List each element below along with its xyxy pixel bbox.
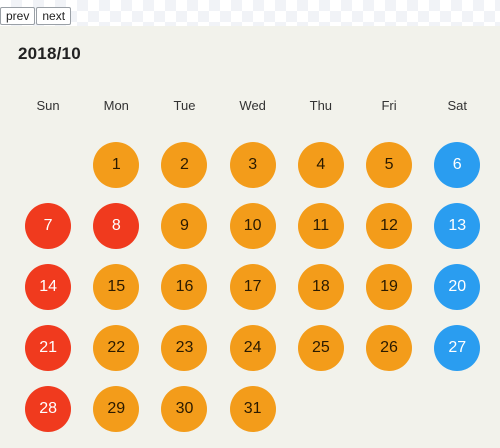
day-cell: 6 bbox=[423, 134, 491, 195]
day-12[interactable]: 12 bbox=[366, 202, 413, 249]
day-24[interactable]: 24 bbox=[229, 324, 276, 371]
day-9[interactable]: 9 bbox=[161, 202, 208, 249]
day-cell: 15 bbox=[82, 256, 150, 317]
weekday-sun: Sun bbox=[36, 98, 60, 113]
day-28[interactable]: 28 bbox=[25, 385, 72, 432]
empty-day-cell bbox=[14, 134, 82, 195]
day-cell: 4 bbox=[287, 134, 355, 195]
day-21[interactable]: 21 bbox=[25, 324, 72, 371]
day-cell: 20 bbox=[423, 256, 491, 317]
day-cell: 29 bbox=[82, 378, 150, 439]
day-20[interactable]: 20 bbox=[434, 263, 481, 310]
month-navigation: prev next bbox=[0, 7, 72, 25]
day-cell: 12 bbox=[355, 195, 423, 256]
day-cell: 7 bbox=[14, 195, 82, 256]
day-11[interactable]: 11 bbox=[297, 202, 344, 249]
day-4[interactable]: 4 bbox=[297, 141, 344, 188]
day-22[interactable]: 22 bbox=[93, 324, 140, 371]
day-cell: 1 bbox=[82, 134, 150, 195]
day-cell: 17 bbox=[219, 256, 287, 317]
day-cell: 3 bbox=[219, 134, 287, 195]
day-7[interactable]: 7 bbox=[25, 202, 72, 249]
day-3[interactable]: 3 bbox=[229, 141, 276, 188]
day-cell: 22 bbox=[82, 317, 150, 378]
day-27[interactable]: 27 bbox=[434, 324, 481, 371]
day-cell: 11 bbox=[287, 195, 355, 256]
day-30[interactable]: 30 bbox=[161, 385, 208, 432]
weekday-wed: Wed bbox=[239, 98, 266, 113]
weekday-fri: Fri bbox=[381, 98, 397, 113]
day-2[interactable]: 2 bbox=[161, 141, 208, 188]
day-29[interactable]: 29 bbox=[93, 385, 140, 432]
weekday-tue: Tue bbox=[173, 98, 196, 113]
day-cell: 18 bbox=[287, 256, 355, 317]
day-6[interactable]: 6 bbox=[434, 141, 481, 188]
day-cell: 14 bbox=[14, 256, 82, 317]
prev-button[interactable]: prev bbox=[0, 7, 36, 25]
day-13[interactable]: 13 bbox=[434, 202, 481, 249]
day-cell: 28 bbox=[14, 378, 82, 439]
day-cell: 31 bbox=[219, 378, 287, 439]
day-cell: 24 bbox=[219, 317, 287, 378]
day-cell: 19 bbox=[355, 256, 423, 317]
day-cell: 13 bbox=[423, 195, 491, 256]
month-title: 2018/10 bbox=[18, 44, 81, 63]
day-15[interactable]: 15 bbox=[93, 263, 140, 310]
calendar-grid: Sun Mon Tue Wed Thu Fri Sat 1 2 3 4 5 6 7 8 9 10 1… bbox=[14, 98, 494, 439]
weekday-mon: Mon bbox=[103, 98, 129, 113]
day-16[interactable]: 16 bbox=[161, 263, 208, 310]
day-cell: 2 bbox=[150, 134, 218, 195]
day-31[interactable]: 31 bbox=[229, 385, 276, 432]
day-cell: 25 bbox=[287, 317, 355, 378]
day-cell: 21 bbox=[14, 317, 82, 378]
day-5[interactable]: 5 bbox=[366, 141, 413, 188]
day-17[interactable]: 17 bbox=[229, 263, 276, 310]
day-cell: 9 bbox=[150, 195, 218, 256]
day-cell: 30 bbox=[150, 378, 218, 439]
day-19[interactable]: 19 bbox=[366, 263, 413, 310]
day-cell: 23 bbox=[150, 317, 218, 378]
day-23[interactable]: 23 bbox=[161, 324, 208, 371]
next-button[interactable]: next bbox=[36, 7, 72, 25]
day-cell: 26 bbox=[355, 317, 423, 378]
day-18[interactable]: 18 bbox=[297, 263, 344, 310]
day-cell: 10 bbox=[219, 195, 287, 256]
day-cell: 16 bbox=[150, 256, 218, 317]
weekday-sat: Sat bbox=[447, 98, 467, 113]
day-26[interactable]: 26 bbox=[366, 324, 413, 371]
weekday-thu: Thu bbox=[309, 98, 333, 113]
day-1[interactable]: 1 bbox=[93, 141, 140, 188]
day-8[interactable]: 8 bbox=[93, 202, 140, 249]
day-cell: 5 bbox=[355, 134, 423, 195]
day-25[interactable]: 25 bbox=[297, 324, 344, 371]
day-14[interactable]: 14 bbox=[25, 263, 72, 310]
day-cell: 27 bbox=[423, 317, 491, 378]
day-10[interactable]: 10 bbox=[229, 202, 276, 249]
day-cell: 8 bbox=[82, 195, 150, 256]
